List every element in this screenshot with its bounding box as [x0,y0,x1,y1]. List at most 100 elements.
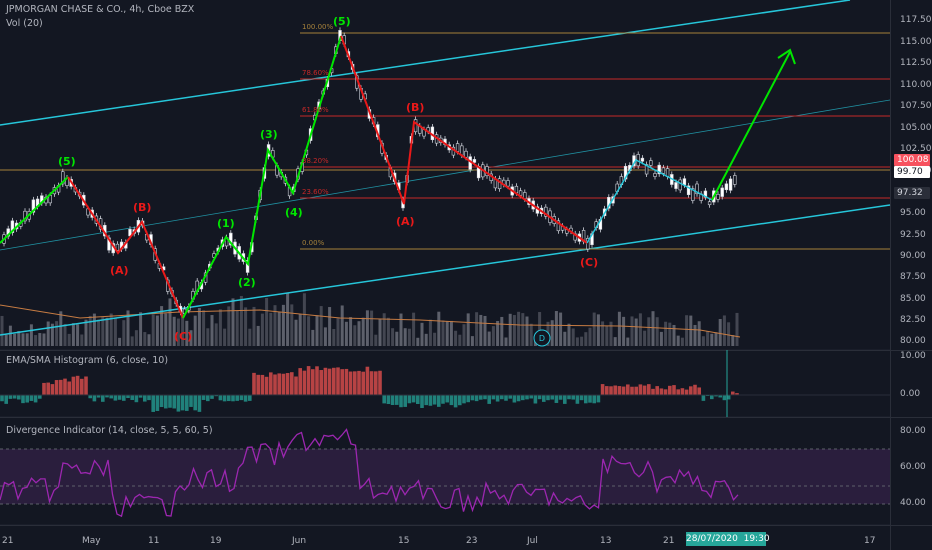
volume-bar [668,322,672,346]
histogram-bar [386,395,391,405]
histogram-bar [4,395,8,404]
histogram-bar [269,372,273,395]
volume-bar [206,328,210,346]
volume-bar [584,332,588,346]
histogram-bar [273,374,277,395]
histogram-bar [206,395,210,402]
price-tick: 110.00 [900,80,932,90]
volume-bar [491,326,495,346]
volume-bar [529,323,533,346]
volume-bar [508,313,512,346]
candle [707,201,712,206]
volume-bar [248,328,252,346]
wave-label: (5) [58,155,76,168]
volume-bar [454,330,458,346]
histogram-bar [634,386,638,395]
volume-bar [126,310,130,346]
volume-bar [25,333,29,346]
histogram-bar [466,395,470,403]
symbol-legend[interactable]: JPMORGAN CHASE & CO., 4h, Cboe BZX [6,4,195,15]
volume-bar [714,332,718,346]
volume-bar [643,330,647,346]
histogram-bar [159,395,164,408]
volume-bar [563,331,567,346]
histogram-bar [458,395,462,406]
histogram-bar [336,367,340,395]
histogram-bar [235,395,239,401]
histogram-bar [75,375,80,395]
volume-bar [294,319,298,346]
candle [674,182,678,189]
candle [724,183,729,191]
histogram-bar [243,395,248,402]
secondary-price-tag: 99.70 [894,166,930,178]
candle [728,178,733,191]
histogram-bar [306,366,311,395]
histogram-bar [424,395,428,406]
histogram-bar [260,374,265,395]
histogram-bar [248,395,252,401]
indicator2-legend[interactable]: Divergence Indicator (14, close, 5, 5, 6… [6,425,213,436]
price-tick: 117.50 [900,15,932,25]
volume-bar [151,314,155,346]
volume-bar [664,321,668,346]
volume-bar [706,331,710,346]
volume-bar [38,333,42,346]
volume-bar [168,298,172,346]
histogram-bar [651,388,655,395]
channel-mid [0,99,891,251]
cursor-time-tag: 28/07/2020 19:30 [686,532,770,546]
histogram-bar [46,382,50,395]
volume-bar [378,319,382,346]
histogram-bar [239,395,244,401]
volume-bar [676,335,680,346]
volume-bar [395,331,399,346]
histogram-bar [357,370,361,395]
volume-bar [4,334,8,346]
volume-bar [365,310,369,346]
histogram-bar [84,376,88,395]
histogram-bar [542,395,546,402]
volume-bar [197,308,201,346]
volume-bar [193,315,197,346]
histogram-bar [0,395,4,402]
time-tick: 21 [663,536,675,546]
histogram-bar [21,395,25,404]
volume-bar [223,328,227,346]
histogram-bar [29,395,34,401]
histogram-bar [588,395,592,403]
histogram-bar [38,395,42,399]
time-tick: 19 [210,536,222,546]
wave-label: (B) [406,101,424,114]
volume-bar [391,328,395,346]
volume-bar [218,309,222,346]
volume-bar [34,335,38,346]
indicator1-legend[interactable]: EMA/SMA Histogram (6, close, 10) [6,355,169,366]
time-tick: 13 [600,536,612,546]
volume-bar [596,314,600,346]
volume-bar [466,313,470,346]
dividend-marker[interactable] [533,329,551,347]
volume-bar [651,311,655,346]
volume-bar [416,337,420,346]
price-tick: 85.00 [900,294,926,304]
histogram-bar [676,389,680,395]
histogram-bar [71,376,76,395]
histogram-bar [483,395,487,400]
volume-bar [399,313,403,346]
volume-bar [42,333,46,346]
histogram-bar [663,389,668,395]
time-tick: 17 [864,536,876,546]
volume-bar [63,323,67,346]
volume-bar [424,333,428,346]
volume-bar [638,313,642,346]
volume-legend[interactable]: Vol (20) [6,18,43,29]
candle [657,164,661,175]
volume-bar [592,312,596,346]
histogram-bar [710,395,714,400]
histogram-bar [630,386,634,395]
candle [472,159,477,163]
volume-bar [67,333,71,346]
histogram-bar [302,370,307,395]
